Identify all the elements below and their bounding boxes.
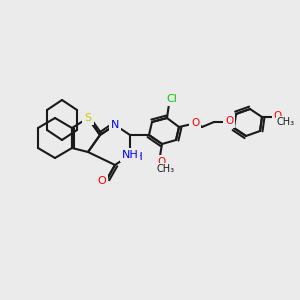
Text: O: O [274,111,282,121]
Text: O: O [274,111,282,121]
Text: N: N [112,118,120,128]
Text: O: O [191,118,199,128]
Text: O: O [157,157,165,167]
Text: Cl: Cl [167,94,177,104]
Text: Cl: Cl [167,94,177,104]
Text: NH: NH [122,150,138,160]
Text: CH₃: CH₃ [277,117,295,127]
Text: O: O [225,116,233,126]
Text: O: O [191,118,199,128]
Text: NH: NH [127,152,143,162]
Text: S: S [86,112,94,122]
Text: O: O [98,176,106,186]
Text: CH₃: CH₃ [157,164,175,174]
Text: CH₃: CH₃ [157,164,175,174]
Text: O: O [98,176,106,186]
Text: N: N [111,120,119,130]
Text: O: O [157,157,165,167]
Text: O: O [225,116,233,126]
Text: CH₃: CH₃ [277,117,295,127]
Text: S: S [84,113,92,123]
